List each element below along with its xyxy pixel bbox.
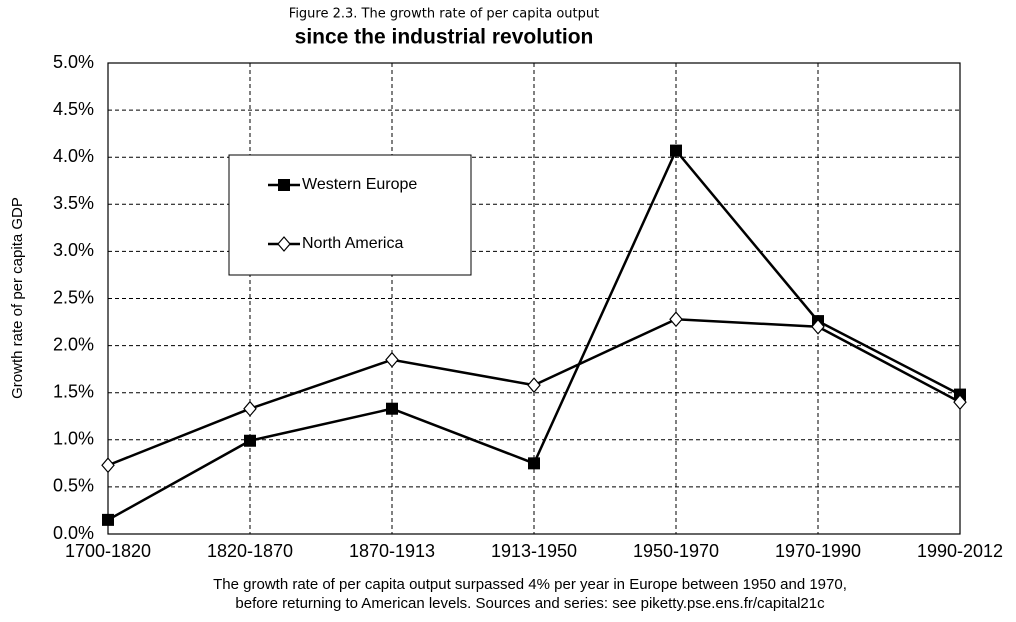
chart-title: Figure 2.3. The growth rate of per capit… <box>289 7 599 22</box>
y-tick-label: 0.5% <box>53 476 94 496</box>
x-tick-label: 1950-1970 <box>633 541 719 561</box>
data-point <box>385 351 399 368</box>
legend-marker <box>277 236 291 252</box>
data-point <box>953 394 967 411</box>
data-point <box>243 400 257 417</box>
y-tick-label: 2.0% <box>53 334 94 354</box>
y-tick-label: 1.5% <box>53 381 94 401</box>
y-tick-label: 5.0% <box>53 52 94 72</box>
x-tick-label: 1970-1990 <box>775 541 861 561</box>
x-tick-label: 1913-1950 <box>491 541 577 561</box>
legend-box <box>228 154 472 276</box>
y-tick-label: 3.5% <box>53 193 94 213</box>
x-tick-label: 1990-2012 <box>917 541 1003 561</box>
plot-frame <box>107 62 961 535</box>
y-tick-label: 2.5% <box>53 287 94 307</box>
y-axis-label: Growth rate of per capita GDP <box>9 197 26 399</box>
y-tick-label: 4.5% <box>53 99 94 119</box>
legend-label: Western Europe <box>302 176 417 193</box>
y-tick-label: 1.0% <box>53 429 94 449</box>
data-point <box>102 513 114 526</box>
legend-marker <box>278 179 290 191</box>
x-tick-label: 1820-1870 <box>207 541 293 561</box>
x-tick-label: 1700-1820 <box>65 541 151 561</box>
caption: before returning to American levels. Sou… <box>235 595 825 612</box>
y-tick-label: 3.0% <box>53 240 94 260</box>
y-tick-label: 4.0% <box>53 146 94 166</box>
data-point <box>386 402 398 415</box>
y-tick-label: 0.0% <box>53 523 94 543</box>
data-point <box>528 457 540 470</box>
chart-subtitle: since the industrial revolution <box>295 26 594 49</box>
data-point <box>811 318 825 335</box>
x-tick-label: 1870-1913 <box>349 541 435 561</box>
caption: The growth rate of per capita output sur… <box>213 576 847 593</box>
data-point <box>669 311 683 328</box>
data-point <box>527 377 541 394</box>
data-point <box>244 434 256 447</box>
legend-label: North America <box>302 235 403 252</box>
data-point <box>670 144 682 157</box>
data-point <box>101 457 115 474</box>
